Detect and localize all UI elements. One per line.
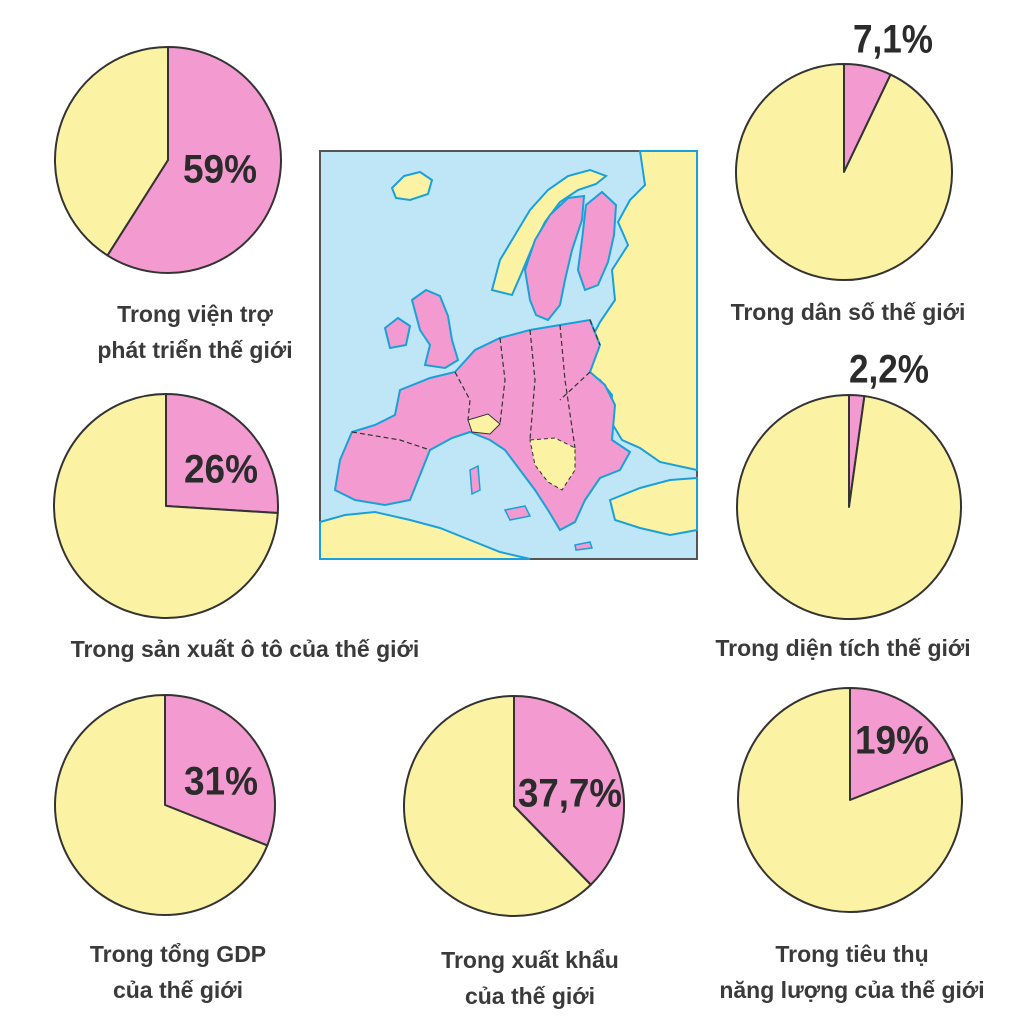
pie-caption-line: Trong diện tích thế giới bbox=[715, 635, 970, 661]
pie-charts bbox=[53, 46, 963, 917]
pie-chart-3 bbox=[53, 393, 279, 619]
pie-slice-eu bbox=[164, 694, 276, 847]
map-borders bbox=[351, 319, 601, 451]
pie-chart-6 bbox=[403, 695, 625, 917]
map-switzerland bbox=[467, 413, 501, 435]
pie-chart-2 bbox=[735, 63, 953, 281]
pie-caption-line: của thế giới bbox=[113, 977, 243, 1003]
pie-labels-4: 2,2% Trong diện tích thế giới bbox=[715, 348, 970, 661]
pie-slice-rest bbox=[735, 394, 962, 620]
pie-labels-6: 37,7% Trong xuất khẩu của thế giới bbox=[441, 772, 622, 1009]
pie-caption-line: của thế giới bbox=[465, 983, 595, 1009]
pie-chart-5 bbox=[54, 694, 276, 916]
pie-labels-2: 7,1% Trong dân số thế giới bbox=[731, 18, 966, 325]
europe-map bbox=[319, 150, 698, 560]
map-north-africa bbox=[319, 510, 531, 560]
map-turkey bbox=[608, 476, 698, 537]
pie-value-label: 31% bbox=[184, 760, 258, 804]
pie-slice-rest bbox=[403, 695, 592, 917]
pie-value-label: 26% bbox=[184, 448, 258, 492]
pie-slice-rest bbox=[736, 687, 963, 913]
map-balkans-non-eu bbox=[529, 437, 576, 491]
pie-value-label: 7,1% bbox=[853, 18, 933, 62]
pie-slice-rest bbox=[735, 63, 953, 281]
map-scandinavia-eu bbox=[523, 190, 618, 322]
pie-chart-4 bbox=[735, 394, 962, 620]
pie-caption-line: phát triển thế giới bbox=[97, 337, 292, 363]
pie-caption-line: Trong xuất khẩu bbox=[441, 947, 619, 973]
pie-caption-line: Trong viện trợ bbox=[117, 301, 273, 327]
map-islands bbox=[469, 464, 594, 551]
pie-value-label: 37,7% bbox=[518, 772, 622, 816]
pie-labels-1: 59% Trong viện trợ phát triển thế giới bbox=[97, 148, 292, 363]
pie-labels: 59% Trong viện trợ phát triển thế giới 7,1%… bbox=[71, 18, 985, 1009]
pie-slice-eu bbox=[849, 687, 956, 801]
map-british-isles bbox=[383, 288, 460, 370]
pie-caption-line: Trong tiêu thụ bbox=[775, 941, 928, 967]
pie-labels-5: 31% Trong tổng GDP của thế giới bbox=[90, 760, 266, 1003]
pie-value-label: 59% bbox=[183, 148, 257, 192]
pie-slice-rest bbox=[54, 694, 269, 916]
pie-caption-line: Trong dân số thế giới bbox=[731, 299, 966, 325]
pie-slice-rest bbox=[53, 393, 279, 619]
pie-slice-eu bbox=[513, 695, 625, 886]
map-iceland bbox=[390, 170, 434, 202]
pie-value-label: 2,2% bbox=[849, 348, 929, 392]
pie-value-label: 19% bbox=[855, 719, 929, 763]
pie-chart-1 bbox=[54, 46, 282, 274]
pie-labels-7: 19% Trong tiêu thụ năng lượng của thế giới bbox=[719, 719, 984, 1003]
pie-labels-3: 26% Trong sản xuất ô tô của thế giới bbox=[71, 448, 420, 662]
map-norway bbox=[490, 168, 608, 297]
pie-caption-line: Trong tổng GDP bbox=[90, 941, 266, 967]
pie-caption-line: Trong sản xuất ô tô của thế giới bbox=[71, 636, 420, 662]
pie-chart-7 bbox=[736, 687, 963, 913]
pie-caption-line: năng lượng của thế giới bbox=[719, 977, 984, 1003]
pie-slice-rest bbox=[54, 46, 169, 257]
pie-slice-eu bbox=[106, 46, 282, 274]
pie-slice-eu bbox=[165, 393, 279, 515]
